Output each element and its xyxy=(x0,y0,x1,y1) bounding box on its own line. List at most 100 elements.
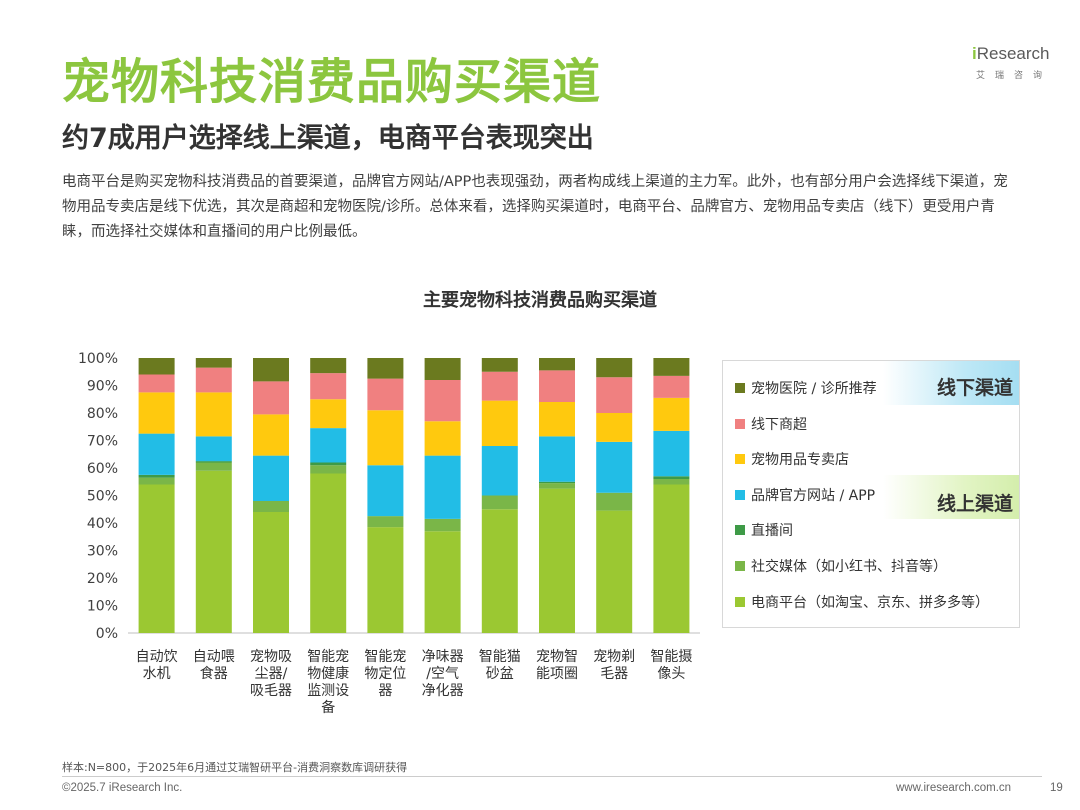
x-tick-label: 宠物剃毛器 xyxy=(593,649,635,682)
footer-copyright: ©2025.7 iResearch Inc. xyxy=(62,782,183,794)
bar-segment xyxy=(195,470,232,633)
y-tick-label: 100% xyxy=(78,351,118,367)
legend-label: 品牌官方网站 / APP xyxy=(751,488,876,504)
bar-segment xyxy=(195,436,232,462)
y-tick-label: 90% xyxy=(87,379,118,395)
x-tick-label: 智能宠物健康监测设备 xyxy=(307,649,349,716)
bar-segment xyxy=(653,397,690,431)
offline-channel-label: 线下渠道 xyxy=(936,377,1013,399)
bar-segment xyxy=(138,484,175,633)
x-tick-label: 净味器/空气净化器 xyxy=(422,649,464,699)
x-tick-label-line: 尘器/ xyxy=(255,666,288,682)
legend-item: 直播间 xyxy=(735,521,793,539)
bar-segment xyxy=(481,371,518,401)
x-tick-label-line: 砂盆 xyxy=(486,666,514,682)
bar-segment xyxy=(653,484,690,633)
x-tick-label-line: 毛器 xyxy=(600,666,628,682)
bar-segment xyxy=(653,479,690,485)
bar-segment xyxy=(596,358,633,378)
bar-segment xyxy=(195,462,232,471)
bar-segment xyxy=(653,358,690,376)
logo-subtitle: 艾瑞咨询 xyxy=(976,71,1053,81)
x-tick-label: 智能猫砂盆 xyxy=(479,649,521,682)
logo-i: i xyxy=(972,44,977,63)
x-tick-label: 宠物智能项圈 xyxy=(536,649,578,682)
logo-research: Research xyxy=(976,44,1050,63)
x-tick-label: 自动喂食器 xyxy=(193,649,235,682)
bar-segment xyxy=(310,473,347,633)
bar-segment xyxy=(253,381,289,415)
x-tick-label-line: 智能猫 xyxy=(479,649,521,665)
legend-swatch xyxy=(735,419,745,429)
bar-segment xyxy=(424,455,461,519)
bar-segment xyxy=(310,358,347,374)
legend-swatch xyxy=(735,597,745,607)
bar-segment xyxy=(424,380,461,422)
bar-segment xyxy=(367,527,404,633)
x-tick-label: 智能宠物定位器 xyxy=(364,649,406,699)
bar-segment xyxy=(653,476,690,479)
x-tick-label-line: 宠物智 xyxy=(536,649,578,665)
bar-segment xyxy=(367,378,404,411)
bar-segment xyxy=(539,488,575,633)
legend-swatch xyxy=(735,454,745,464)
bar-segment xyxy=(481,400,518,446)
legend-item: 电商平台（如淘宝、京东、拼多多等） xyxy=(735,593,989,611)
x-tick-label-line: 智能摄 xyxy=(650,649,692,665)
bar-segment xyxy=(424,518,461,532)
bar-segment xyxy=(310,399,347,429)
bar-segment xyxy=(138,433,175,475)
x-tick-label: 自动饮水机 xyxy=(136,649,178,682)
bar-segment xyxy=(596,413,633,442)
bar-segment xyxy=(253,501,289,512)
offline-banner xyxy=(883,361,1019,405)
page-number: 19 xyxy=(1050,782,1063,794)
bar-segment xyxy=(539,370,575,402)
y-tick-label: 60% xyxy=(87,461,118,477)
page-title: 宠物科技消费品购买渠道 xyxy=(62,54,602,110)
online-banner xyxy=(883,475,1019,519)
legend-item: 品牌官方网站 / APP xyxy=(735,486,875,504)
bar-segment xyxy=(253,455,289,501)
bar-segment xyxy=(539,436,575,482)
online-channel-label: 线上渠道 xyxy=(936,493,1013,515)
bar-segment xyxy=(424,358,461,380)
bar-segment xyxy=(653,430,690,477)
legend-item: 线下商超 xyxy=(735,415,807,433)
bar-segment xyxy=(596,510,633,633)
bar-segment xyxy=(195,461,232,463)
bar-segment xyxy=(367,516,404,528)
bar-segment xyxy=(138,374,175,393)
x-tick-label-line: 备 xyxy=(321,699,335,716)
bar-segment xyxy=(310,373,347,400)
source-footnote: 样本:N=800，于2025年6月通过艾瑞智研平台-消费洞察数库调研获得 xyxy=(62,761,408,774)
y-tick-label: 70% xyxy=(87,434,118,450)
footer-divider xyxy=(62,776,1042,777)
bar-segment xyxy=(424,531,461,633)
legend-label: 社交媒体（如小红书、抖音等） xyxy=(751,559,947,575)
bar-segment xyxy=(138,474,175,478)
legend-label: 宠物用品专卖店 xyxy=(751,452,849,468)
x-tick-label-line: 智能宠 xyxy=(364,649,406,665)
bar-segment xyxy=(253,414,289,456)
legend-label: 宠物医院 / 诊所推荐 xyxy=(751,381,877,397)
x-tick-label-line: 智能宠 xyxy=(307,649,349,665)
y-tick-label: 0% xyxy=(96,626,118,642)
bar-segment xyxy=(138,477,175,485)
x-tick-label-line: 自动饮 xyxy=(136,649,178,665)
bar-segment xyxy=(424,421,461,456)
x-tick-label-line: 水机 xyxy=(143,666,171,682)
x-tick-label-line: 物定位 xyxy=(364,666,406,682)
x-tick-label-line: 宠物吸 xyxy=(250,649,292,665)
y-tick-label: 30% xyxy=(87,544,118,560)
page-subtitle: 约7成用户选择线上渠道，电商平台表现突出 xyxy=(62,123,594,154)
legend-item: 宠物医院 / 诊所推荐 xyxy=(735,379,877,397)
x-tick-label-line: 器 xyxy=(378,683,392,699)
y-tick-label: 20% xyxy=(87,571,118,587)
chart-legend: 线下渠道 线上渠道 宠物医院 / 诊所推荐线下商超宠物用品专卖店品牌官方网站 /… xyxy=(722,360,1020,628)
y-tick-label: 50% xyxy=(87,489,118,505)
iresearch-logo: iResearch 艾瑞咨询 xyxy=(972,44,1068,90)
bar-segment xyxy=(596,377,633,413)
x-tick-label-line: 监测设 xyxy=(307,683,349,699)
